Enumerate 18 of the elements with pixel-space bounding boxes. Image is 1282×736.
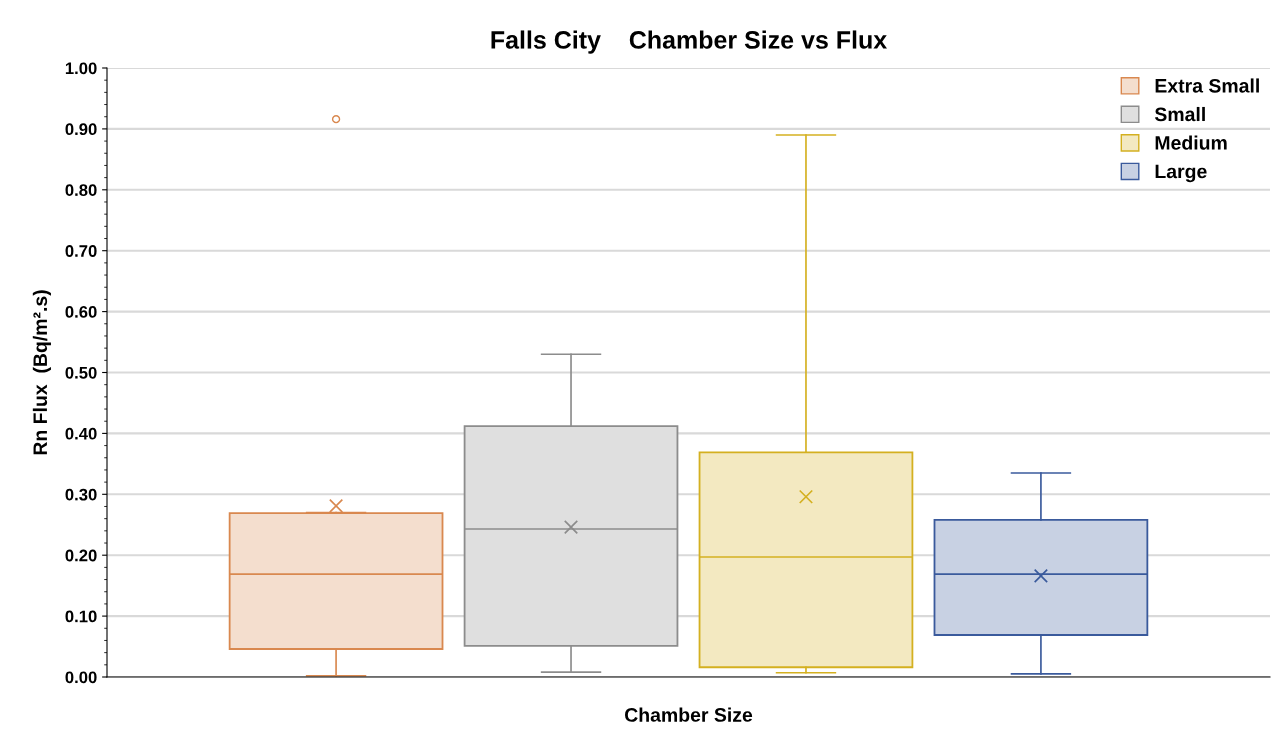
legend-label: Small	[1154, 106, 1205, 122]
y-tick-label: 1.00	[65, 62, 97, 75]
legend-label: Medium	[1155, 135, 1227, 150]
y-tick-label: 0.40	[65, 427, 97, 440]
y-tick-label: 0.00	[65, 671, 97, 684]
y-tick-label: 0.10	[65, 610, 97, 623]
y-tick-label: 0.80	[65, 184, 97, 196]
y-tick-label: 0.70	[65, 245, 97, 257]
legend-label: Extra Small	[1155, 78, 1259, 93]
y-tick-label: 0.60	[65, 306, 97, 318]
y-tick-label: 0.50	[65, 366, 97, 379]
x-axis-title: Chamber Size	[625, 707, 753, 722]
chart-title: Falls City Chamber Size vs Flux	[491, 30, 888, 54]
y-tick-label: 0.90	[65, 123, 97, 136]
y-tick-label: 0.20	[65, 549, 97, 562]
y-tick-label: 0.30	[65, 488, 97, 501]
legend-label: Large	[1155, 164, 1207, 183]
y-axis-title: Rn Flux (Bq/m².s)	[32, 290, 51, 455]
